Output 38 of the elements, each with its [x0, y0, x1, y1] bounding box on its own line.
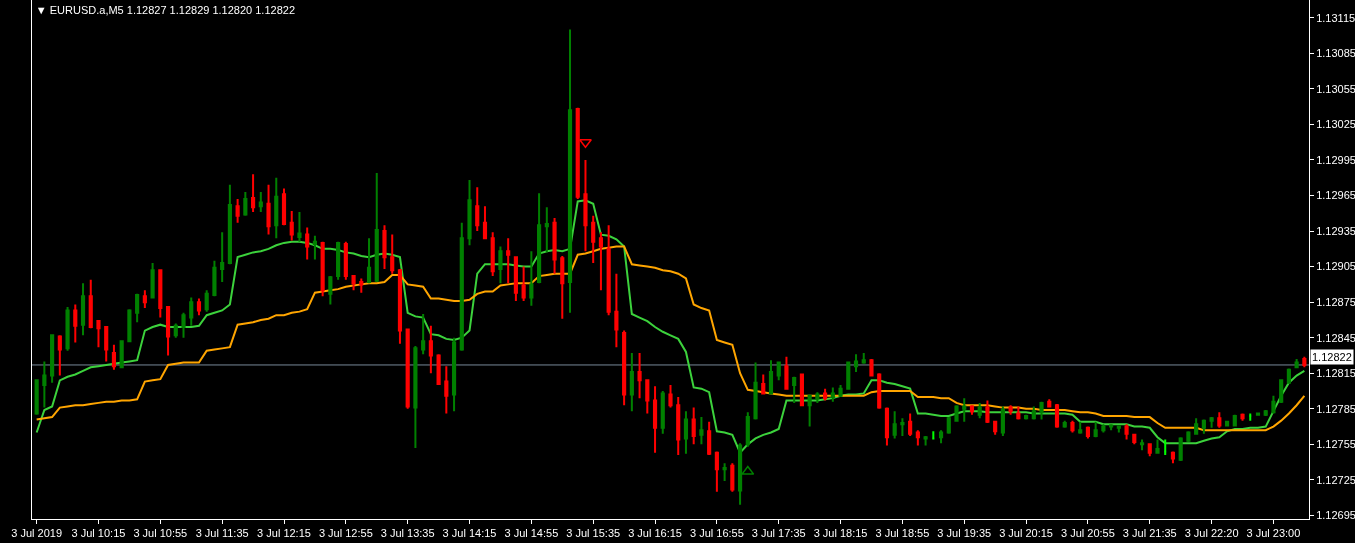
y-tick-label: 1.12875 — [1316, 296, 1355, 309]
x-tick-label: 3 Jul 10:55 — [133, 527, 188, 540]
x-tick-label: 3 Jul 13:35 — [380, 527, 435, 540]
chart-title: ▼ EURUSD.a,M5 1.12827 1.12829 1.12820 1.12822 — [35, 3, 296, 16]
x-tick-label: 3 Jul 16:15 — [628, 527, 682, 540]
y-tick-label: 1.12695 — [1316, 509, 1355, 522]
x-tick-label: 3 Jul 14:15 — [442, 527, 497, 540]
x-tick-label: 3 Jul 14:55 — [504, 527, 559, 540]
y-tick-label: 1.12995 — [1316, 153, 1355, 166]
x-tick-label: 3 Jul 12:55 — [318, 527, 373, 540]
y-tick-label: 1.12725 — [1316, 473, 1355, 486]
x-tick-label: 3 Jul 16:55 — [689, 527, 744, 540]
x-tick-label: 3 Jul 17:35 — [751, 527, 806, 540]
x-tick-label: 3 Jul 22:20 — [1184, 527, 1239, 540]
x-tick-label: 3 Jul 10:15 — [71, 527, 126, 540]
x-tick-label: 3 Jul 18:55 — [875, 527, 930, 540]
y-tick-label: 1.12935 — [1316, 224, 1355, 237]
x-tick-label: 3 Jul 18:15 — [813, 527, 868, 540]
y-tick-label: 1.13115 — [1316, 11, 1355, 24]
x-tick-label: 3 Jul 23:00 — [1246, 527, 1301, 540]
x-tick-label: 3 Jul 15:35 — [566, 527, 621, 540]
y-tick-label: 1.13025 — [1316, 118, 1355, 131]
y-tick-label: 1.12905 — [1316, 260, 1355, 273]
x-tick-label: 3 Jul 20:15 — [999, 527, 1053, 540]
y-tick-label: 1.12845 — [1316, 331, 1355, 344]
y-tick-label: 1.13055 — [1316, 82, 1355, 95]
x-tick-label: 3 Jul 21:35 — [1122, 527, 1177, 540]
x-tick-label: 3 Jul 20:55 — [1061, 527, 1115, 540]
x-tick-label: 3 Jul 11:35 — [195, 527, 249, 540]
y-tick-label: 1.13085 — [1316, 47, 1355, 60]
x-tick-label: 3 Jul 19:35 — [937, 527, 992, 540]
y-tick-label: 1.12965 — [1316, 189, 1355, 202]
x-tick-label: 3 Jul 12:15 — [257, 527, 311, 540]
x-tick-label: 3 Jul 2019 — [11, 527, 63, 540]
y-tick-label: 1.12755 — [1316, 438, 1355, 451]
y-tick-label: 1.12785 — [1316, 402, 1355, 415]
y-tick-label: 1.12815 — [1316, 367, 1355, 380]
ref-line-label: 1.12822 — [1312, 351, 1352, 363]
